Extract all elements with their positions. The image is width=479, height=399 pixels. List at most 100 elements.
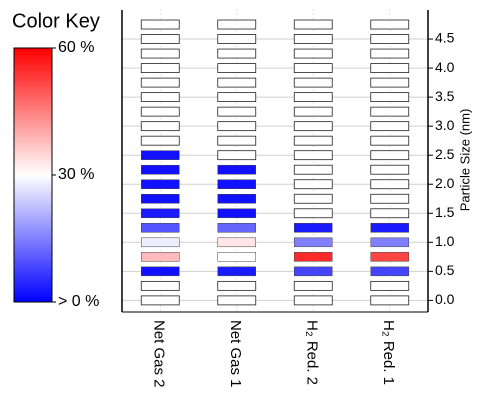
- cell: [370, 252, 409, 262]
- cell: [217, 135, 257, 146]
- cell: [217, 295, 257, 306]
- cell: [141, 266, 180, 277]
- cell: [217, 77, 257, 88]
- cell: [370, 63, 410, 73]
- cell: [140, 280, 180, 291]
- cell: [293, 280, 333, 291]
- cell: [217, 34, 257, 44]
- cell: [294, 252, 333, 262]
- cell: [370, 92, 410, 103]
- cell: [140, 19, 180, 30]
- cell: [141, 252, 180, 262]
- cell: [370, 295, 410, 306]
- cell: [370, 164, 410, 175]
- cell: [293, 295, 333, 306]
- cell: [370, 223, 409, 233]
- cell: [294, 223, 333, 233]
- cell: [217, 266, 256, 277]
- cell: [370, 77, 410, 88]
- cell: [293, 106, 333, 117]
- cell: [293, 34, 333, 44]
- y-tick-label: 4.0: [435, 59, 455, 75]
- cell: [217, 106, 257, 117]
- x-tick-label: H₂ Red. 1: [380, 320, 397, 385]
- y-tick-label: 3.0: [435, 117, 455, 133]
- cell: [293, 121, 333, 132]
- cell: [293, 150, 333, 161]
- y-tick-label: 2.5: [435, 146, 455, 162]
- cell: [293, 77, 333, 88]
- cell: [293, 164, 333, 175]
- y-tick-label: 3.5: [435, 88, 455, 104]
- y-tick-label: 0.0: [435, 291, 455, 307]
- cell: [217, 92, 257, 103]
- y-tick-label: 1.5: [435, 204, 455, 220]
- cell: [141, 223, 180, 233]
- cell: [140, 135, 180, 146]
- cell: [141, 179, 180, 189]
- cell: [370, 150, 410, 161]
- cell: [217, 252, 256, 262]
- cell: [217, 223, 256, 233]
- x-tick-label: Net Gas 2: [150, 320, 167, 388]
- cell: [217, 48, 257, 59]
- cell: [370, 19, 410, 30]
- cell: [293, 135, 333, 146]
- y-axis-label: Particle Size (nm): [457, 109, 472, 212]
- cell: [293, 92, 333, 103]
- cell: [294, 237, 333, 248]
- cell: [370, 106, 410, 117]
- cell: [141, 194, 180, 204]
- cell: [293, 208, 333, 219]
- cell: [140, 295, 180, 306]
- cell: [217, 150, 257, 161]
- cell: [293, 48, 333, 59]
- cell: [217, 179, 256, 189]
- cell: [370, 193, 410, 204]
- color-key-label: 30 %: [58, 166, 94, 183]
- cell: [370, 34, 410, 44]
- cell: [370, 280, 410, 291]
- cell: [370, 48, 410, 59]
- cell: [370, 208, 410, 219]
- cell: [217, 208, 256, 219]
- cell: [217, 63, 257, 73]
- color-key-bar: [13, 47, 53, 303]
- cell: [140, 48, 180, 59]
- y-tick-label: 0.5: [435, 262, 455, 278]
- y-tick-label: 1.0: [435, 233, 455, 249]
- cell: [140, 34, 180, 44]
- cell: [217, 164, 256, 175]
- cell: [370, 237, 409, 248]
- cell: [293, 193, 333, 204]
- cell: [141, 237, 180, 248]
- y-tick-label: 2.0: [435, 175, 455, 191]
- cell: [294, 266, 333, 277]
- x-tick-label: H₂ Red. 2: [303, 320, 320, 385]
- cell: [217, 194, 256, 204]
- cell: [140, 92, 180, 103]
- cell: [140, 106, 180, 117]
- cell: [141, 150, 180, 160]
- cell: [217, 19, 257, 30]
- x-tick-label: Net Gas 1: [227, 320, 244, 388]
- cell: [140, 77, 180, 88]
- cell: [370, 121, 410, 132]
- cell: [370, 266, 409, 277]
- cell: [370, 179, 410, 190]
- cell: [293, 63, 333, 73]
- cell: [141, 164, 180, 175]
- cell: [217, 121, 257, 132]
- cell: [140, 121, 180, 132]
- color-key-title: Color Key: [12, 10, 100, 32]
- cell: [293, 179, 333, 190]
- cell: [370, 135, 410, 146]
- y-tick-label: 4.5: [435, 30, 455, 46]
- color-key-label: 60 %: [58, 39, 94, 56]
- cell: [293, 19, 333, 30]
- color-key-label: > 0 %: [58, 293, 99, 310]
- cell: [217, 280, 257, 291]
- cell: [140, 63, 180, 73]
- cell: [217, 237, 256, 248]
